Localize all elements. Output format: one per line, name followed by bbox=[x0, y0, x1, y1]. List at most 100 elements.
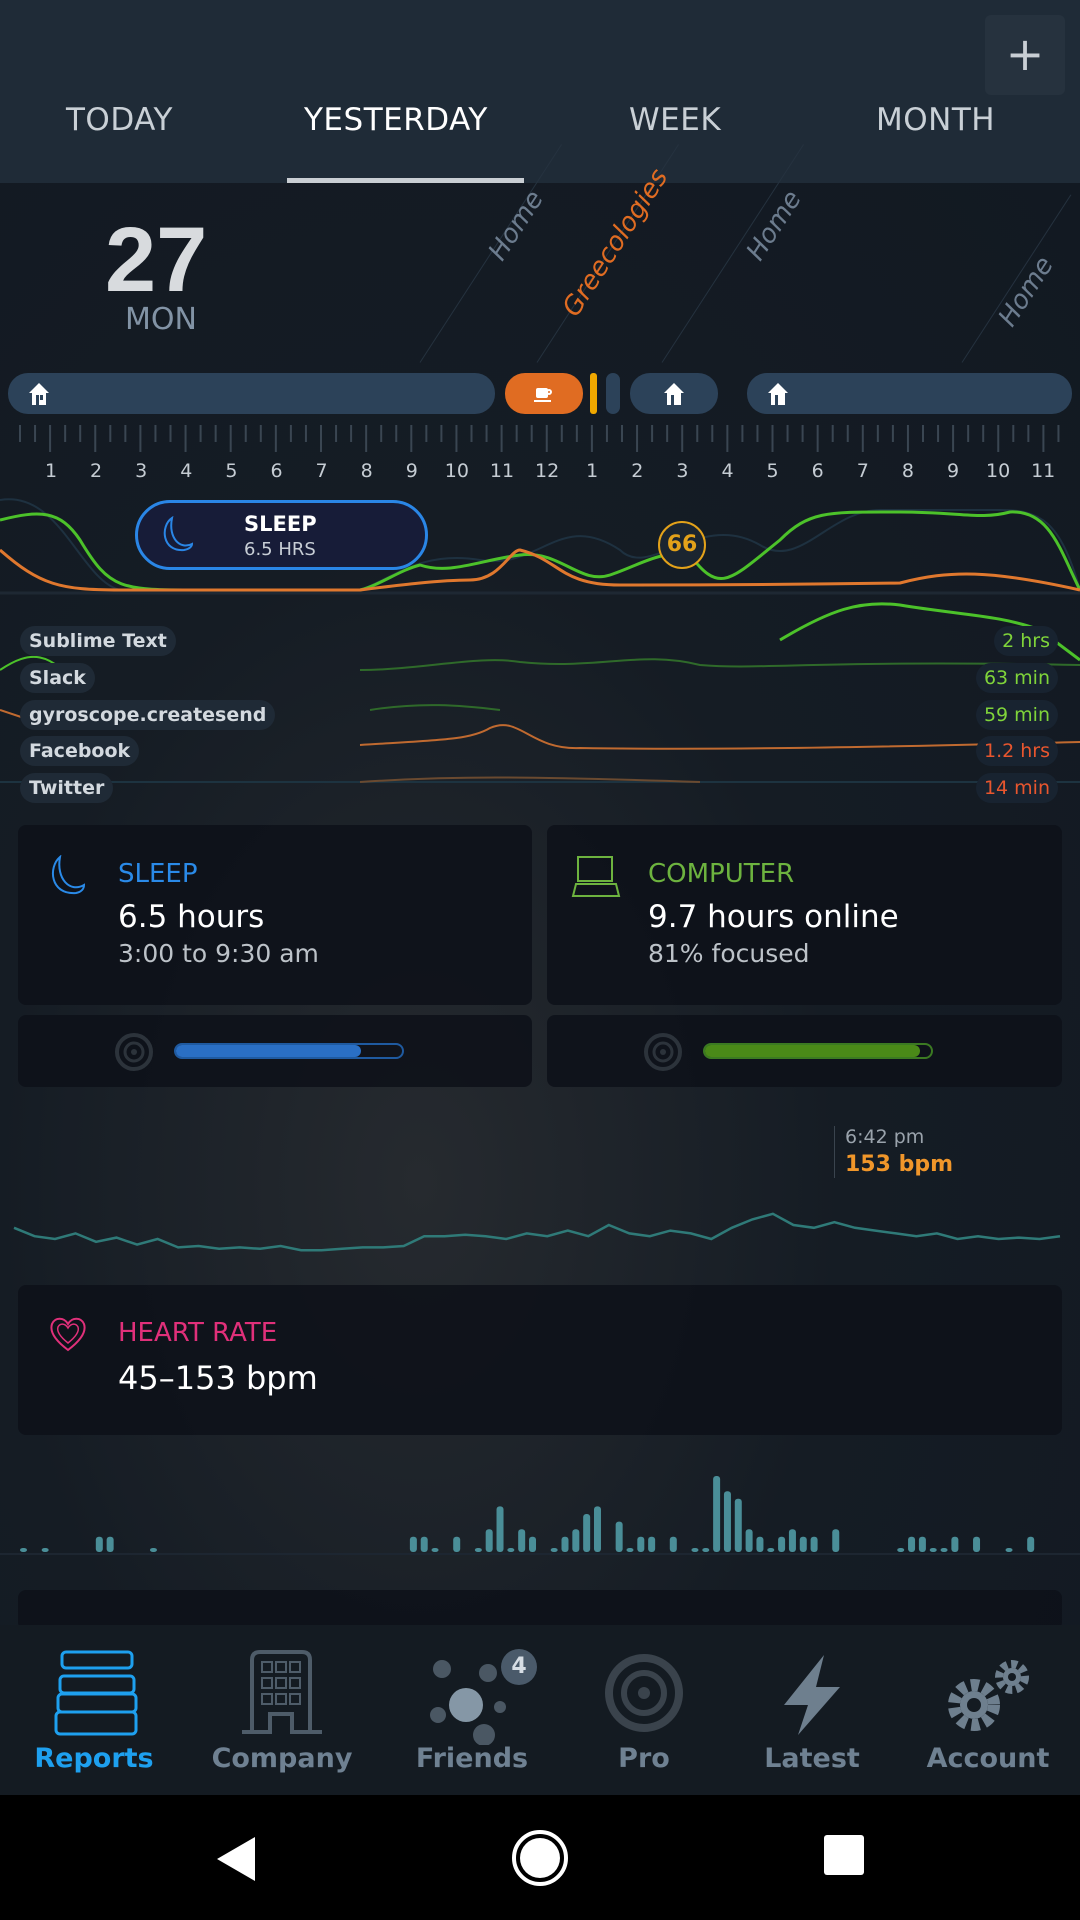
target-icon bbox=[115, 1033, 153, 1071]
nav-latest[interactable]: Latest bbox=[722, 1625, 902, 1795]
active-tab-indicator bbox=[287, 178, 524, 183]
score-badge[interactable]: 66 bbox=[658, 521, 706, 569]
computer-goal-row[interactable] bbox=[547, 1015, 1062, 1087]
activity-bar bbox=[908, 1536, 916, 1552]
computer-card[interactable]: COMPUTER 9.7 hours online 81% focused bbox=[547, 825, 1062, 1005]
friends-badge: 4 bbox=[501, 1649, 537, 1685]
activity-bar bbox=[940, 1548, 948, 1552]
activity-bar bbox=[1027, 1536, 1035, 1552]
activity-bar bbox=[485, 1529, 493, 1552]
tab-yesterday[interactable]: YESTERDAY bbox=[304, 102, 488, 138]
hour-label: 5 bbox=[766, 460, 779, 482]
app-name[interactable]: Slack bbox=[20, 662, 95, 693]
heart-card-title: HEART RATE bbox=[118, 1318, 278, 1348]
pro-target-icon bbox=[605, 1654, 683, 1732]
lightning-icon bbox=[784, 1655, 840, 1735]
activity-bar bbox=[550, 1548, 558, 1552]
activity-bar bbox=[474, 1548, 482, 1552]
building-icon bbox=[242, 1650, 322, 1734]
weekday: MON bbox=[125, 302, 197, 337]
recents-icon[interactable] bbox=[824, 1835, 864, 1875]
computer-progress-bar bbox=[703, 1043, 933, 1059]
location-segment-home[interactable] bbox=[8, 373, 495, 414]
activity-bar bbox=[496, 1506, 504, 1552]
hour-label: 10 bbox=[444, 460, 469, 482]
activity-bar bbox=[767, 1548, 775, 1552]
activity-bar bbox=[788, 1529, 796, 1552]
target-icon bbox=[644, 1033, 682, 1071]
activity-bar bbox=[409, 1536, 417, 1552]
activity-bar bbox=[723, 1491, 731, 1552]
activity-bar bbox=[951, 1536, 959, 1552]
back-icon[interactable] bbox=[215, 1835, 259, 1883]
sleep-card[interactable]: SLEEP 6.5 hours 3:00 to 9:30 am bbox=[18, 825, 532, 1005]
activity-bar bbox=[745, 1529, 753, 1552]
heart-tooltip-value: 153 bpm bbox=[845, 1152, 954, 1177]
heart-rate-line[interactable] bbox=[0, 1190, 1080, 1270]
activity-bar bbox=[648, 1536, 656, 1552]
activity-bar bbox=[1005, 1548, 1013, 1552]
hour-label: 12 bbox=[535, 460, 560, 482]
activity-bar bbox=[799, 1536, 807, 1552]
app-name[interactable]: Twitter bbox=[20, 773, 114, 804]
home-icon bbox=[29, 383, 49, 405]
hour-label: 4 bbox=[180, 460, 193, 482]
sleep-goal-row[interactable] bbox=[18, 1015, 532, 1087]
tab-week[interactable]: WEEK bbox=[629, 102, 722, 138]
computer-card-focus: 81% focused bbox=[648, 939, 810, 968]
nav-pro[interactable]: Pro bbox=[554, 1625, 734, 1795]
hour-label: 5 bbox=[225, 460, 238, 482]
moon-icon bbox=[52, 855, 86, 895]
coffee-icon bbox=[534, 388, 552, 402]
app-duration: 14 min bbox=[975, 773, 1058, 804]
home-button-icon[interactable] bbox=[510, 1828, 570, 1888]
reports-stack-icon bbox=[54, 1650, 138, 1736]
hour-label: 1 bbox=[44, 460, 58, 482]
location-segment-cafe[interactable] bbox=[505, 373, 583, 414]
tab-today[interactable]: TODAY bbox=[66, 102, 173, 138]
nav-friends-label: Friends bbox=[415, 1743, 529, 1774]
heart-card-range: 45–153 bpm bbox=[118, 1359, 318, 1397]
nav-reports[interactable]: Reports bbox=[4, 1625, 184, 1795]
hour-label: 3 bbox=[676, 460, 689, 482]
activity-curves bbox=[0, 498, 1080, 595]
sleep-pill-title: SLEEP bbox=[244, 512, 317, 536]
nav-pro-label: Pro bbox=[618, 1743, 670, 1774]
sleep-card-title: SLEEP bbox=[118, 859, 198, 889]
nav-friends[interactable]: 4 Friends bbox=[382, 1625, 562, 1795]
activity-bar bbox=[929, 1548, 937, 1552]
friends-bubbles-icon bbox=[430, 1660, 506, 1745]
add-button[interactable]: + bbox=[985, 15, 1065, 95]
nav-account[interactable]: Account bbox=[898, 1625, 1078, 1795]
computer-card-online: 9.7 hours online bbox=[648, 899, 899, 935]
hour-label: 1 bbox=[586, 460, 599, 482]
location-segment-home[interactable] bbox=[747, 373, 1072, 414]
heart-rate-card[interactable]: HEART RATE 45–153 bpm bbox=[18, 1285, 1062, 1435]
location-segment-transit[interactable] bbox=[590, 373, 597, 414]
nav-company[interactable]: Company bbox=[192, 1625, 372, 1795]
hour-label: 9 bbox=[405, 460, 418, 482]
next-card[interactable] bbox=[18, 1590, 1062, 1630]
hour-label: 6 bbox=[811, 460, 824, 482]
location-segment[interactable] bbox=[606, 373, 620, 414]
activity-bar bbox=[973, 1536, 981, 1552]
activity-bar bbox=[713, 1476, 721, 1552]
location-segment-home[interactable] bbox=[630, 373, 718, 414]
hour-label: 11 bbox=[1031, 460, 1056, 482]
sleep-pill[interactable]: SLEEP 6.5 HRS bbox=[135, 500, 428, 570]
bottom-nav: Reports Company 4 Friends Pro Latest Acc… bbox=[0, 1625, 1080, 1795]
activity-bar bbox=[420, 1536, 428, 1552]
tab-month[interactable]: MONTH bbox=[876, 102, 996, 138]
activity-bar bbox=[106, 1536, 114, 1552]
activity-bar bbox=[810, 1536, 818, 1552]
hour-label: 3 bbox=[135, 460, 148, 482]
app-name[interactable]: Facebook bbox=[20, 736, 140, 767]
hour-label: 7 bbox=[315, 460, 328, 482]
app-name[interactable]: Sublime Text bbox=[20, 626, 176, 656]
nav-reports-label: Reports bbox=[34, 1743, 154, 1774]
activity-bar-chart[interactable] bbox=[0, 1470, 1080, 1560]
hour-label: 2 bbox=[631, 460, 644, 482]
app-name[interactable]: gyroscope.createsend bbox=[20, 699, 276, 730]
laptop-icon bbox=[571, 856, 621, 897]
activity-bar bbox=[561, 1536, 569, 1552]
